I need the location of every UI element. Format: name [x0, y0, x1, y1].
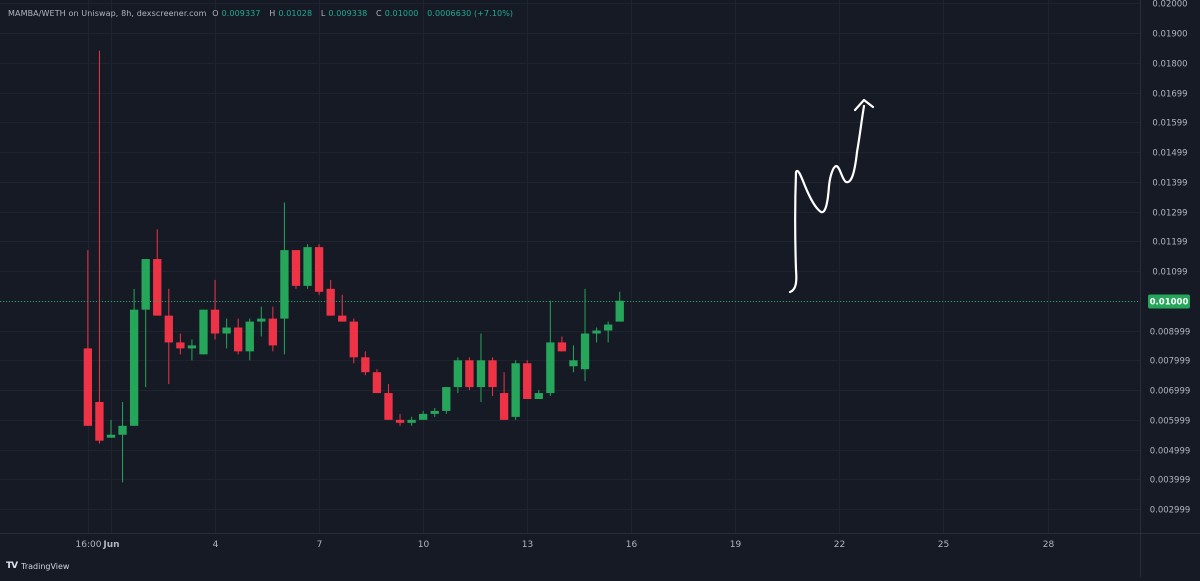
time-axis[interactable]: 16:00 Jun 4 7 10 13 16 19 22 25 28: [76, 540, 1055, 550]
candle-body: [569, 360, 578, 367]
price-tick-label: 0.01800: [1152, 60, 1187, 70]
price-tick-label: 0.01900: [1152, 30, 1187, 40]
price-tick-label: 0.01299: [1152, 209, 1187, 219]
drawn-arrow-head-icon: [853, 98, 875, 112]
current-price-label: 0.01000: [1150, 298, 1189, 308]
candle-body: [395, 419, 405, 423]
legend-change: 0.0006630 (+7.10%): [427, 9, 514, 18]
candle-body: [453, 360, 463, 388]
candle-body: [534, 393, 543, 400]
candle-body: [106, 434, 116, 438]
candle-body: [603, 324, 613, 331]
candle-body: [546, 342, 555, 394]
current-price-badge: [1148, 294, 1190, 309]
candle-body: [338, 315, 347, 322]
candle-body: [234, 327, 243, 352]
time-tick-label: Jun: [102, 540, 119, 550]
candle-body: [419, 413, 428, 420]
candle-body: [129, 309, 139, 426]
legend-open: O 0.009337: [212, 9, 261, 18]
candle-body: [580, 333, 590, 370]
price-tick-label: 0.008999: [1150, 328, 1191, 338]
candle-body: [384, 393, 393, 420]
user-drawing-arrow: [788, 98, 875, 294]
price-tick-label: 0.01699: [1152, 90, 1187, 100]
candle-body: [141, 259, 150, 310]
candle-body: [280, 250, 289, 319]
candle-body: [442, 387, 451, 411]
legend-close: C 0.01000: [376, 9, 419, 18]
candle-body: [615, 300, 624, 322]
candle-body: [210, 309, 220, 334]
time-tick-label: 16:00: [76, 540, 102, 550]
candle-body: [118, 425, 127, 435]
candle-body: [361, 357, 370, 373]
legend-low: L 0.009338: [320, 9, 368, 18]
price-tick-label: 0.01399: [1152, 179, 1187, 189]
time-tick-label: 16: [626, 540, 638, 550]
candle-body: [303, 247, 312, 286]
candle-body: [245, 321, 254, 352]
time-tick-label: 7: [317, 540, 323, 550]
drawn-arrow-path: [788, 104, 866, 294]
candles: [83, 50, 624, 483]
price-tick-label: 0.002999: [1150, 506, 1191, 516]
symbol-title: MAMBA/WETH on Uniswap, 8h, dexscreener.c…: [8, 9, 207, 18]
price-tick-label: 0.01599: [1152, 119, 1187, 129]
candle-body: [164, 315, 173, 343]
price-tick-label: 0.01499: [1152, 149, 1187, 159]
tradingview-watermark[interactable]: TV TradingView: [6, 561, 69, 571]
candle-body: [222, 327, 231, 334]
price-tick-label: 0.004999: [1150, 447, 1191, 457]
candle-body: [465, 360, 474, 388]
price-tick-label: 0.003999: [1150, 476, 1191, 486]
candle-body: [187, 345, 197, 349]
candle-body: [95, 401, 104, 441]
candle-body: [314, 247, 324, 292]
time-tick-label: 28: [1043, 540, 1055, 550]
price-tick-label: 0.02000: [1152, 0, 1187, 10]
time-tick-label: 10: [418, 540, 430, 550]
candle-body: [499, 393, 509, 420]
price-tick-label: 0.01199: [1152, 238, 1187, 248]
time-tick-label: 4: [213, 540, 219, 550]
candle-body: [592, 330, 601, 334]
candle-body: [476, 360, 486, 388]
candle-body: [199, 309, 208, 355]
tradingview-logo-icon: TV: [6, 561, 18, 571]
candle-body: [326, 288, 335, 316]
tradingview-text: TradingView: [21, 561, 70, 571]
candle-body: [557, 342, 567, 352]
time-tick-label: 13: [522, 540, 533, 550]
candle-body: [349, 321, 358, 358]
candle-body: [430, 410, 439, 414]
candle-body: [83, 348, 93, 426]
candle-body: [153, 259, 162, 316]
candle-body: [257, 318, 266, 322]
candle-body: [372, 372, 382, 394]
price-axis[interactable]: 0.02000 0.01900 0.01800 0.01699 0.01599 0.014…: [1148, 0, 1190, 516]
candle-body: [291, 250, 301, 286]
candle-body: [523, 363, 532, 400]
candle-body: [407, 419, 416, 423]
symbol-legend: MAMBA/WETH on Uniswap, 8h, dexscreener.c…: [8, 9, 516, 18]
candle-body: [488, 360, 497, 388]
price-tick-label: 0.01099: [1152, 268, 1187, 278]
time-tick-label: 25: [938, 540, 949, 550]
time-tick-label: 22: [834, 540, 845, 550]
candle-body: [176, 342, 185, 349]
price-tick-label: 0.007999: [1150, 357, 1191, 367]
price-tick-label: 0.006999: [1150, 387, 1191, 397]
price-tick-label: 0.005999: [1150, 417, 1191, 427]
candle-body: [268, 318, 278, 346]
time-tick-label: 19: [730, 540, 742, 550]
legend-high: H 0.01028: [269, 9, 313, 18]
candle-body: [511, 363, 520, 417]
